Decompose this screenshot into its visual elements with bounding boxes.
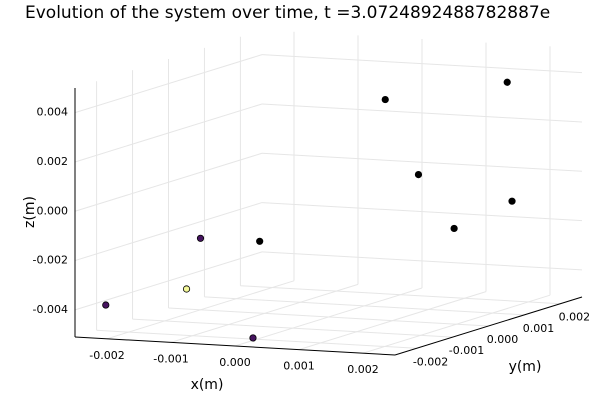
y-axis-label: y(m) [509, 359, 542, 375]
y-grid-floor [240, 285, 561, 305]
z-grid-left [74, 103, 263, 163]
point [414, 171, 423, 179]
y-grid-floor [96, 329, 417, 349]
z-tick-label: -0.002 [33, 254, 68, 267]
point [508, 197, 516, 205]
point [450, 224, 458, 233]
x-tick-label: -0.002 [89, 349, 124, 362]
z-grid-left [74, 251, 263, 311]
y-grid-floor [168, 307, 489, 327]
y-tick-label: -0.002 [413, 355, 448, 368]
z-tick-label: 0.002 [37, 155, 69, 168]
z-tick-label: 0.000 [37, 204, 69, 217]
point [381, 95, 389, 104]
x-tick-label: 0.001 [283, 360, 315, 373]
chart-title: Evolution of the system over time, t =3.… [25, 3, 550, 23]
z-grid-back [261, 202, 583, 222]
z-tick-label: 0.004 [37, 106, 69, 119]
x-tick-label: -0.001 [153, 352, 188, 365]
point [249, 334, 257, 342]
z-tick-label: -0.004 [33, 303, 68, 316]
y-tick-label: 0.001 [523, 322, 555, 335]
point [256, 237, 264, 245]
z-axis-label: z(m) [22, 196, 38, 228]
x-axis [74, 336, 396, 356]
x-tick-label: 0.002 [347, 363, 379, 376]
point [196, 234, 205, 242]
y-grid-floor [204, 296, 525, 316]
point [102, 301, 110, 309]
x-axis-label: x(m) [191, 377, 224, 393]
z-grid-left [74, 54, 263, 114]
y-tick-label: -0.001 [449, 344, 484, 357]
z-grid-left [74, 202, 263, 262]
z-grid-back [261, 251, 583, 271]
point [182, 285, 191, 293]
z-grid-back [261, 152, 583, 172]
y-axis [394, 296, 583, 356]
x-tick-label: 0.000 [219, 356, 251, 369]
y-tick-label: 0.002 [559, 311, 591, 324]
z-grid-back [261, 54, 583, 74]
point [503, 78, 511, 86]
y-tick-label: 0.000 [487, 333, 519, 346]
y-grid-floor [132, 318, 453, 338]
z-grid-back [261, 103, 583, 123]
z-grid-left [74, 152, 263, 212]
